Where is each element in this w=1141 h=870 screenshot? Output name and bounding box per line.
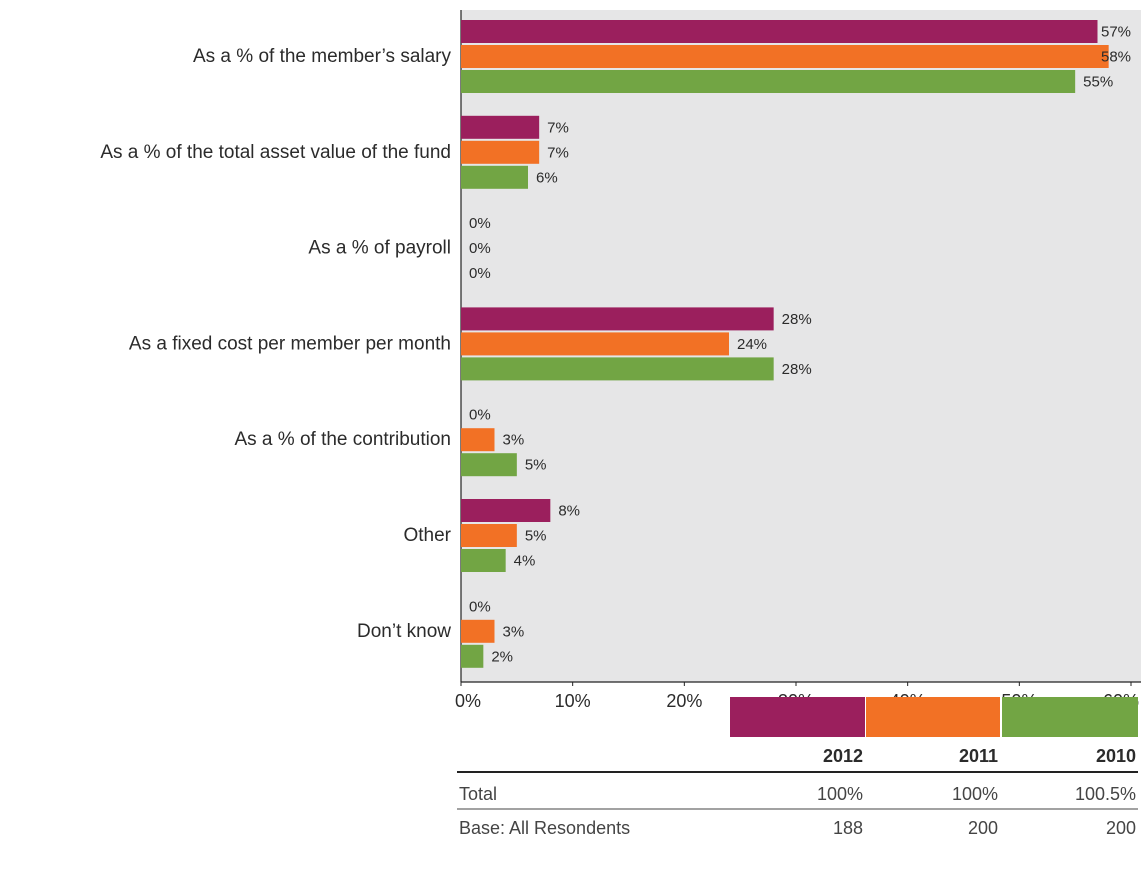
category-label: As a fixed cost per member per month [129, 333, 451, 354]
row-value: 100% [952, 784, 998, 804]
value-label: 3% [503, 623, 525, 640]
category-label: As a % of the member’s salary [193, 46, 452, 67]
value-label: 2% [491, 648, 513, 665]
value-label: 4% [514, 552, 536, 569]
bar [461, 70, 1076, 93]
row-value: 200 [968, 818, 998, 838]
value-label: 0% [469, 265, 491, 282]
bar [461, 644, 484, 668]
bar [461, 524, 517, 547]
row-value: 100% [817, 784, 863, 804]
value-label: 0% [469, 407, 491, 424]
bar [461, 619, 495, 643]
value-label: 55% [1083, 73, 1113, 90]
row-value: 100.5% [1075, 784, 1136, 804]
value-label: 0% [469, 240, 491, 257]
legend-swatch [730, 697, 865, 737]
row-label: Total [459, 784, 497, 804]
value-label: 57% [1101, 23, 1131, 40]
category-label: Other [403, 525, 451, 546]
row-label: Base: All Resondents [459, 818, 630, 838]
value-label: 7% [547, 144, 569, 161]
bar [461, 453, 517, 477]
value-label: 0% [469, 215, 491, 232]
row-value: 188 [833, 818, 863, 838]
x-tick-label: 20% [666, 691, 702, 711]
category-label: Don’t know [357, 621, 451, 642]
legend-label: 2012 [823, 746, 863, 766]
bar [461, 332, 729, 356]
value-label: 3% [503, 432, 525, 449]
legend-label: 2011 [959, 746, 998, 766]
bar [461, 140, 540, 164]
bar [461, 45, 1109, 68]
value-label: 58% [1101, 48, 1131, 65]
bar [461, 357, 774, 381]
value-label: 24% [737, 336, 767, 353]
category-label: As a % of payroll [308, 238, 451, 259]
bar [461, 20, 1098, 43]
bar [461, 499, 551, 522]
value-label: 8% [558, 502, 580, 519]
value-label: 0% [469, 598, 491, 615]
value-label: 5% [525, 457, 547, 474]
x-tick-label: 10% [555, 691, 591, 711]
bar [461, 115, 540, 139]
legend-swatch [866, 697, 1000, 737]
bar [461, 549, 506, 572]
value-label: 7% [547, 119, 569, 136]
row-value: 200 [1106, 818, 1136, 838]
value-label: 5% [525, 527, 547, 544]
value-label: 6% [536, 169, 558, 186]
x-tick-label: 0% [455, 691, 481, 711]
legend-label: 2010 [1096, 746, 1136, 766]
bar [461, 428, 495, 452]
legend-swatch [1002, 697, 1138, 737]
bar [461, 307, 774, 331]
category-label: As a % of the total asset value of the f… [100, 142, 451, 163]
bar [461, 165, 528, 189]
category-label: As a % of the contribution [234, 429, 451, 450]
value-label: 28% [782, 311, 812, 328]
value-label: 28% [782, 361, 812, 378]
